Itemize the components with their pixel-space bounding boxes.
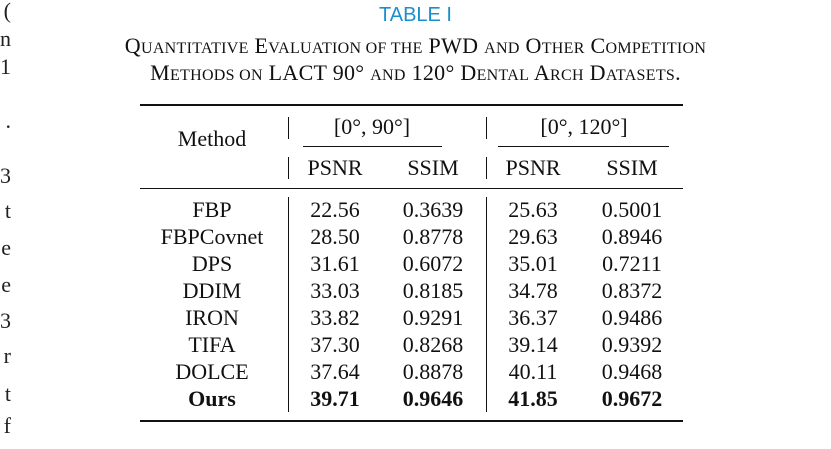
value-cell: 33.03 [310,278,360,303]
method-cell: DOLCE [175,359,249,384]
value-cell: 0.8778 [402,224,464,249]
subheader-divider-2 [486,157,487,179]
method-cell: TIFA [188,332,236,357]
value-cell: 25.63 [508,197,558,222]
top-rule [140,104,683,106]
left-margin-fragment: 1 [0,54,11,79]
value-cell: 41.85 [508,386,558,411]
value-cell: 31.61 [310,251,360,276]
value-cell: 36.37 [508,305,558,330]
value-cell: 0.9646 [402,386,464,411]
group2-underline [498,146,669,147]
left-margin-fragment: e [1,272,11,297]
col-header-psnr-120: PSNR [505,155,561,180]
value-cell: 37.64 [310,359,360,384]
method-header: Method [177,126,247,151]
left-margin-fragment: 3 [0,308,11,333]
value-cell: 0.5001 [601,197,663,222]
body-divider-1 [288,197,289,412]
value-cell: 0.9468 [601,359,663,384]
left-margin-fragment: t [4,381,11,406]
value-cell: 0.8372 [601,278,663,303]
method-cell: FBP [192,197,232,222]
value-cell: 28.50 [310,224,360,249]
left-margin-fragment: n [0,26,11,51]
value-cell: 0.8946 [601,224,663,249]
method-cell: FBPCovnet [160,224,264,249]
col-header-psnr-90: PSNR [307,155,363,180]
method-cell: Ours [188,386,236,411]
header-divider-2 [486,117,487,139]
value-cell: 37.30 [310,332,360,357]
value-cell: 0.9392 [601,332,663,357]
col-header-ssim-120: SSIM [606,155,658,180]
value-cell: 0.6072 [402,251,464,276]
value-cell: 0.3639 [402,197,464,222]
value-cell: 0.8878 [402,359,464,384]
group-header-120: [0°, 120°] [540,114,628,139]
left-margin-fragment: r [3,343,11,368]
left-margin-fragment: t [4,198,11,223]
header-divider-1 [288,117,289,139]
value-cell: 35.01 [508,251,558,276]
table-caption-line-2: METHODS ON LACT 90° AND 120° DENTAL ARCH… [150,60,681,85]
value-cell: 0.9486 [601,305,663,330]
value-cell: 39.14 [508,332,558,357]
value-cell: 39.71 [310,386,360,411]
subheader-divider-1 [288,157,289,179]
left-margin-fragment: f [3,413,11,438]
value-cell: 0.9291 [402,305,464,330]
value-cell: 40.11 [508,359,558,384]
table-caption-line-1: QUANTITATIVE EVALUATION OF THE PWD AND O… [124,33,707,58]
value-cell: 0.8185 [402,278,464,303]
method-cell: DPS [191,251,233,276]
value-cell: 33.82 [310,305,360,330]
left-margin-fragment: e [1,235,11,260]
value-cell: 0.7211 [602,251,662,276]
col-header-ssim-90: SSIM [407,155,459,180]
header-rule [140,188,683,189]
table-label: TABLE I [379,4,452,26]
body-divider-2 [486,197,487,412]
group-header-90: [0°, 90°] [333,114,411,139]
value-cell: 0.8268 [402,332,464,357]
value-cell: 0.9672 [601,386,663,411]
left-margin-fragment: 3 [0,163,11,188]
group1-underline [303,146,442,147]
cropped-left-column-text: (n 1. 3 t e e 3 r t f [0,0,12,449]
method-cell: IRON [185,305,239,330]
left-margin-fragment: . [5,108,12,133]
value-cell: 22.56 [310,197,360,222]
bottom-rule [140,420,683,422]
method-cell: DDIM [182,278,242,303]
value-cell: 34.78 [508,278,558,303]
left-margin-fragment: ( [3,0,11,23]
value-cell: 29.63 [508,224,558,249]
